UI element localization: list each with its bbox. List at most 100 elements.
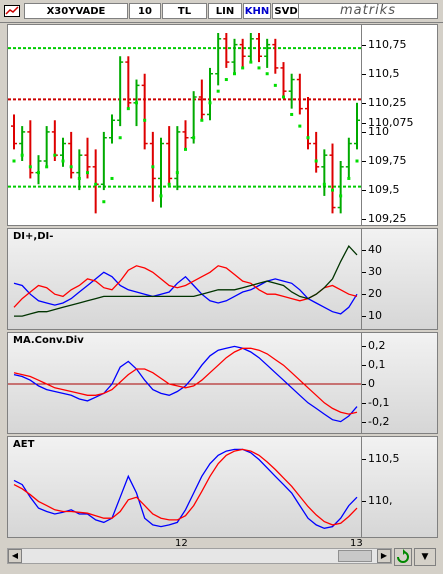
sar-dot: [28, 165, 32, 169]
aet-panel[interactable]: AET: [7, 436, 362, 538]
sar-dot: [257, 66, 261, 70]
time-label: 13: [350, 538, 363, 549]
sar-dot: [322, 182, 326, 186]
brand-logo: matriks: [298, 3, 438, 19]
symbol-selector[interactable]: X30YVADE: [24, 3, 128, 19]
price-axis: 110,75 110,5 110,25 110,075 110 109,75 109,5 10…: [362, 24, 438, 226]
refresh-icon: [397, 549, 409, 563]
macd-tick-mark: [362, 346, 366, 348]
price-panel[interactable]: [7, 24, 362, 226]
dmi-panel[interactable]: DI+,DI-: [7, 228, 362, 330]
macd-panel[interactable]: MA.Conv.Div: [7, 332, 362, 434]
price-tick-mark: [362, 123, 366, 125]
scroll-left-arrow-icon[interactable]: ◀: [8, 549, 22, 563]
scroll-right-arrow-icon[interactable]: ▶: [377, 549, 391, 563]
sar-dot: [208, 101, 212, 105]
price-tick-mark: [362, 131, 366, 133]
sar-dot: [216, 89, 220, 93]
dmi-tick-mark: [362, 316, 366, 318]
macd-tick-label: 0: [368, 377, 375, 390]
aet-label: AET: [13, 439, 35, 450]
sar-dot: [69, 165, 73, 169]
macd-tick-label: 0,1: [368, 358, 386, 372]
sar-dot: [265, 72, 269, 76]
chevron-down-icon: ▼: [421, 552, 429, 562]
period-selector[interactable]: 10: [129, 3, 161, 19]
mode-khn-button[interactable]: KHN: [243, 3, 271, 19]
sar-dot: [143, 118, 147, 122]
sar-dot: [273, 83, 277, 87]
sar-dot: [110, 176, 114, 180]
macd-tick-label: -0,1: [368, 395, 390, 409]
macd-tick-label: 0,2: [368, 339, 386, 353]
di-plus-line: [13, 271, 358, 315]
adx-line: [14, 244, 358, 317]
price-tick-label: 110: [368, 124, 389, 138]
sar-dot: [298, 124, 302, 128]
sar-dot: [331, 188, 334, 192]
sar-dot: [151, 165, 155, 169]
price-tick-label: 109,5: [368, 183, 400, 197]
price-tick-mark: [362, 190, 366, 192]
refresh-button[interactable]: [394, 548, 412, 566]
sar-dot: [175, 171, 179, 175]
macd-tick-mark: [362, 421, 366, 423]
macd-tick-mark: [362, 384, 366, 385]
sar-dot: [53, 153, 57, 157]
aet-tick-mark: [362, 459, 366, 461]
sar-dot: [184, 147, 187, 151]
scroll-thumb[interactable]: [338, 550, 372, 562]
sar-dot: [102, 200, 106, 204]
mode-svd-button[interactable]: SVD: [272, 3, 300, 19]
price-tick-label: 109,75: [368, 154, 407, 167]
price-tick-mark: [362, 161, 366, 162]
sar-dot: [12, 159, 16, 163]
options-dropdown-button[interactable]: ▼: [414, 548, 436, 566]
toolbar: X30YVADE 10 TL LIN KHN SVD matriks: [0, 0, 443, 23]
sar-dot: [45, 165, 49, 169]
macd-tick-label: -0,2: [368, 414, 390, 428]
currency-selector[interactable]: TL: [162, 3, 207, 19]
price-tick-mark: [362, 73, 366, 75]
sar-dot: [61, 159, 65, 163]
price-tick-mark: [362, 102, 366, 104]
macd-label: MA.Conv.Div: [13, 335, 84, 346]
time-axis: 12 13: [7, 538, 392, 550]
price-tick-mark: [362, 44, 366, 46]
sar-dot: [126, 107, 130, 111]
aet-fast-line: [13, 448, 358, 529]
sar-dot: [355, 159, 359, 163]
sar-dot: [94, 182, 98, 186]
dmi-tick-mark: [362, 272, 366, 274]
aet-axis: 110,5 110,: [362, 436, 438, 538]
chart-window-icon[interactable]: [4, 5, 20, 17]
horizontal-scrollbar[interactable]: ◀ ▶: [7, 548, 392, 564]
sar-dot: [20, 153, 24, 157]
macd-tick-mark: [362, 365, 366, 367]
sar-dot: [282, 95, 285, 99]
sar-dot: [224, 78, 228, 82]
aet-tick-label: 110,: [368, 494, 393, 508]
sar-dot: [339, 194, 343, 198]
sar-dot: [118, 136, 122, 140]
sar-dot: [314, 159, 318, 163]
sar-dot: [159, 194, 163, 198]
aet-chart: [13, 448, 358, 529]
sar-dot: [347, 176, 351, 180]
sar-dot: [135, 101, 138, 105]
sar-dot: [77, 176, 81, 180]
sar-dot: [200, 118, 204, 122]
signal-line: [13, 347, 358, 415]
price-chart: [8, 33, 361, 214]
sar-dot: [290, 112, 294, 116]
aet-slow-line: [13, 448, 358, 526]
dmi-label: DI+,DI-: [13, 231, 54, 242]
sar-dot: [167, 182, 171, 186]
dmi-tick-label: 30: [368, 265, 382, 279]
scale-selector[interactable]: LIN: [208, 3, 242, 19]
price-tick-label: 109,25: [368, 212, 407, 226]
sar-dot: [192, 136, 196, 140]
dmi-tick-label: 40: [368, 243, 382, 257]
sar-dot: [233, 72, 236, 76]
sar-dot: [241, 66, 245, 70]
